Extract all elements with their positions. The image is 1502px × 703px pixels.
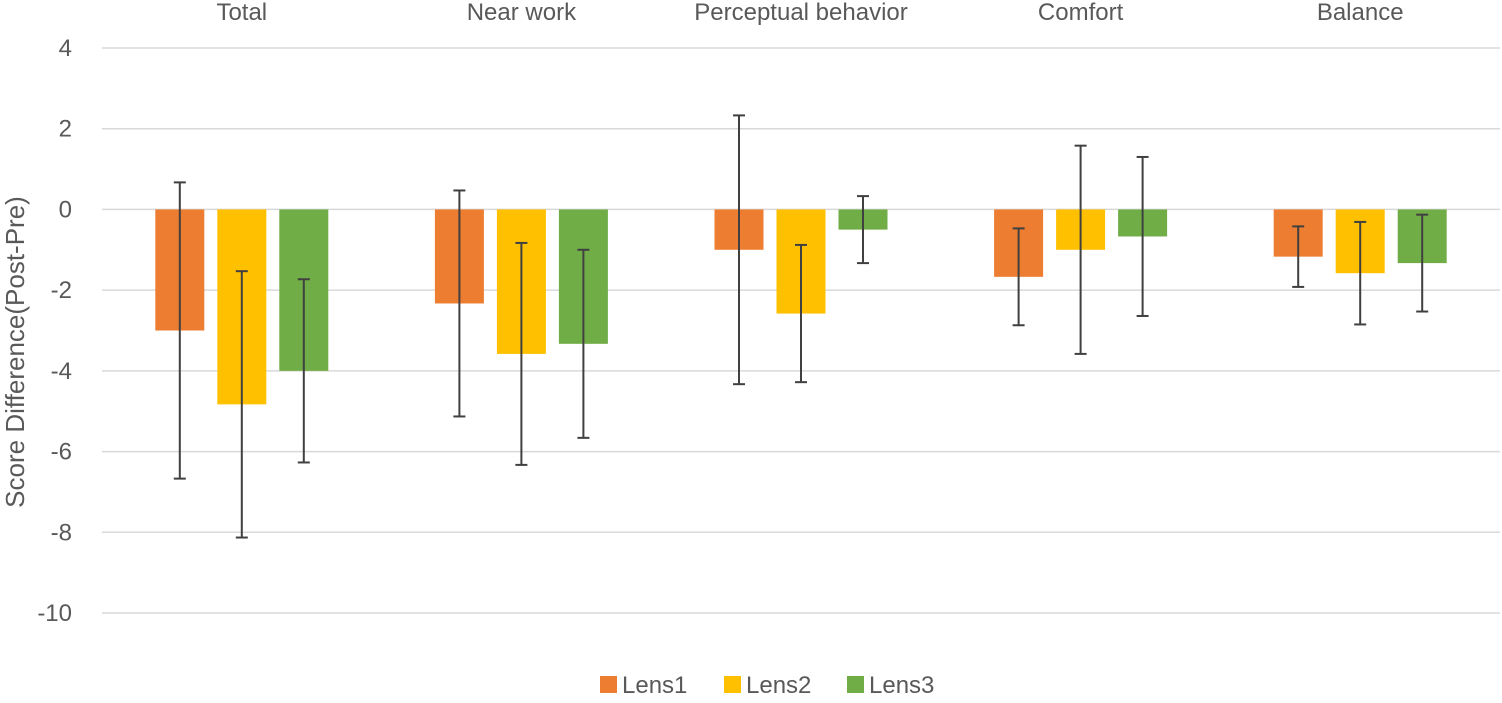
legend-item-lens3: Lens3 bbox=[847, 672, 934, 699]
error-bar bbox=[1416, 213, 1429, 313]
legend-label: Lens2 bbox=[746, 672, 811, 699]
y-axis-title: Score Difference(Post-Pre) bbox=[0, 196, 30, 508]
y-tick-label: -6 bbox=[51, 439, 72, 466]
error-bar bbox=[173, 181, 186, 480]
y-tick-label: -2 bbox=[51, 277, 72, 304]
y-tick-label: 4 bbox=[59, 35, 72, 62]
category-label: Perceptual behavior bbox=[694, 0, 907, 26]
error-bar bbox=[1074, 144, 1087, 355]
error-bar bbox=[515, 241, 528, 466]
y-tick-label: -10 bbox=[37, 600, 72, 627]
error-bar bbox=[297, 278, 310, 464]
legend-swatch bbox=[600, 676, 617, 693]
legend: Lens1 Lens2 Lens3 bbox=[600, 672, 934, 699]
legend-item-lens1: Lens1 bbox=[600, 672, 687, 699]
y-tick-label: 2 bbox=[59, 116, 72, 143]
legend-label: Lens3 bbox=[869, 672, 934, 699]
category-label: Balance bbox=[1317, 0, 1404, 26]
error-bar bbox=[1012, 227, 1025, 327]
error-bar bbox=[733, 114, 745, 386]
legend-swatch bbox=[847, 676, 864, 693]
error-bar bbox=[235, 270, 248, 539]
y-tick-label: -4 bbox=[51, 358, 72, 385]
legend-item-lens2: Lens2 bbox=[724, 672, 811, 699]
error-bar bbox=[577, 248, 590, 439]
category-labels: Total Near work Perceptual behavior Comfort… bbox=[216, 0, 1403, 26]
y-tick-label: -8 bbox=[51, 519, 72, 546]
category-label: Comfort bbox=[1038, 0, 1124, 26]
legend-label: Lens1 bbox=[622, 672, 687, 699]
category-label: Total bbox=[216, 0, 267, 26]
legend-swatch bbox=[724, 676, 741, 693]
error-bar bbox=[795, 243, 807, 384]
error-bar bbox=[453, 189, 466, 418]
error-bar bbox=[1292, 225, 1305, 288]
error-bars bbox=[173, 114, 1429, 539]
y-tick-label: 0 bbox=[59, 196, 72, 223]
y-axis-ticks: -10 -8 -6 -4 -2 0 2 4 bbox=[37, 35, 72, 627]
error-bar bbox=[857, 195, 869, 265]
category-label: Near work bbox=[467, 0, 577, 26]
error-bar bbox=[1354, 220, 1367, 326]
error-bar bbox=[1136, 155, 1149, 317]
